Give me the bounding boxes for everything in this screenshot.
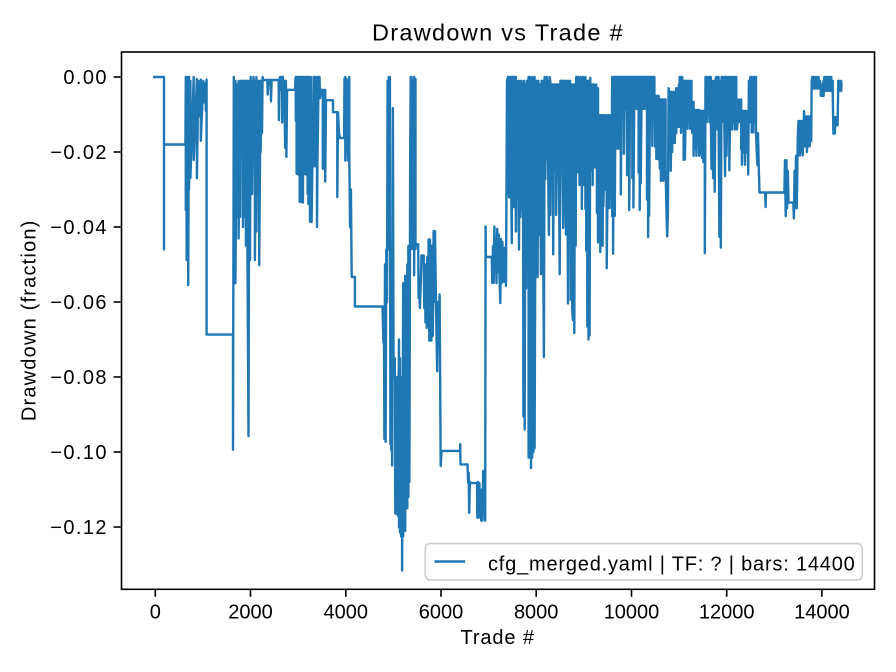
- svg-text:−0.04: −0.04: [50, 217, 108, 239]
- svg-text:cfg_merged.yaml | TF: ? | bars: cfg_merged.yaml | TF: ? | bars: 14400: [488, 553, 856, 575]
- svg-text:−0.12: −0.12: [50, 517, 108, 539]
- svg-text:Trade #: Trade #: [460, 627, 534, 649]
- svg-text:8000: 8000: [514, 602, 559, 624]
- svg-text:−0.10: −0.10: [50, 442, 108, 464]
- svg-text:14000: 14000: [794, 602, 850, 624]
- svg-text:−0.02: −0.02: [50, 142, 108, 164]
- svg-text:2000: 2000: [228, 602, 273, 624]
- svg-text:−0.06: −0.06: [50, 292, 108, 314]
- svg-text:Drawdown vs Trade #: Drawdown vs Trade #: [372, 20, 624, 46]
- svg-text:12000: 12000: [699, 602, 755, 624]
- svg-text:6000: 6000: [419, 602, 464, 624]
- svg-text:Drawdown (fraction): Drawdown (fraction): [19, 219, 41, 421]
- svg-text:4000: 4000: [324, 602, 369, 624]
- svg-text:0.00: 0.00: [63, 67, 108, 89]
- svg-text:10000: 10000: [604, 602, 660, 624]
- svg-text:0: 0: [150, 602, 161, 624]
- svg-text:−0.08: −0.08: [50, 367, 108, 389]
